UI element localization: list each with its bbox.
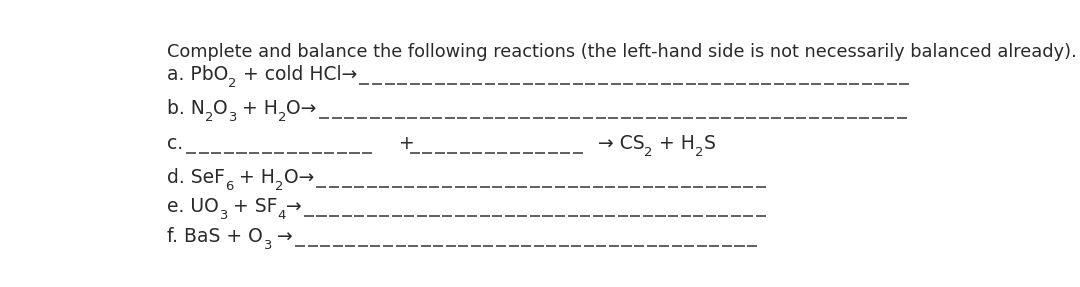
Text: 3: 3: [262, 239, 271, 252]
Text: 3: 3: [218, 210, 227, 222]
Text: 4: 4: [278, 210, 286, 222]
Text: →: →: [271, 227, 293, 246]
Text: c.: c.: [166, 134, 183, 153]
Text: e. UO: e. UO: [166, 197, 218, 216]
Text: 2: 2: [278, 111, 286, 124]
Text: + H: + H: [233, 168, 275, 187]
Text: d. SeF: d. SeF: [166, 168, 225, 187]
Text: + H: + H: [653, 134, 694, 153]
Text: +: +: [393, 134, 420, 153]
Text: S: S: [703, 134, 715, 153]
Text: b. N: b. N: [166, 99, 205, 118]
Text: Complete and balance the following reactions (the left-hand side is not necessar: Complete and balance the following react…: [166, 43, 1077, 61]
Text: → CS: → CS: [598, 134, 645, 153]
Text: 2: 2: [275, 180, 284, 193]
Text: f. BaS + O: f. BaS + O: [166, 227, 262, 246]
Text: a. PbO: a. PbO: [166, 65, 228, 84]
Text: O: O: [213, 99, 228, 118]
Text: 3: 3: [228, 111, 237, 124]
Text: 2: 2: [645, 146, 653, 159]
Text: 2: 2: [694, 146, 703, 159]
Text: O→: O→: [284, 168, 314, 187]
Text: + SF: + SF: [227, 197, 278, 216]
Text: O→: O→: [286, 99, 316, 118]
Text: + cold HCl→: + cold HCl→: [237, 65, 356, 84]
Text: →: →: [286, 197, 301, 216]
Text: + H: + H: [237, 99, 278, 118]
Text: 2: 2: [205, 111, 213, 124]
Text: 2: 2: [228, 77, 237, 90]
Text: 6: 6: [225, 180, 233, 193]
